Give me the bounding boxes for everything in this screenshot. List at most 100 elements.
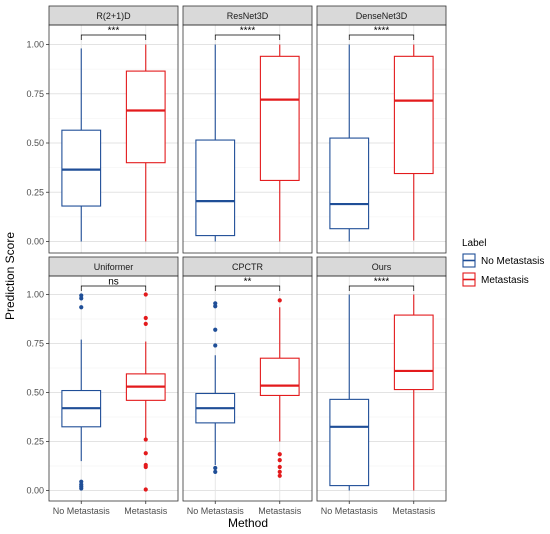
panel-uniformer: Uniformer ns 0.00 0.25 0.50 0.75 1.00 No Metast… xyxy=(26,256,179,516)
box-no-metastasis xyxy=(329,294,370,491)
x-tick-label: No Metastasis xyxy=(53,506,111,516)
outlier-point xyxy=(143,437,148,442)
panel-r-2-1-d: R(2+1)D *** 0.00 0.25 0.50 0.75 1.00 xyxy=(26,5,179,254)
outlier-point xyxy=(277,298,282,303)
outlier-point xyxy=(79,486,84,491)
y-tick-label: 1.00 xyxy=(26,40,44,50)
significance-bracket xyxy=(348,34,415,40)
box-iqr xyxy=(259,357,300,396)
outlier-point xyxy=(79,479,84,484)
y-tick-label: 0.00 xyxy=(26,486,44,496)
significance-bracket xyxy=(214,34,281,40)
significance-label: **** xyxy=(374,26,390,37)
outlier-point xyxy=(277,452,282,457)
outlier-point xyxy=(213,304,218,309)
box-metastasis xyxy=(259,298,300,478)
strip-title: ResNet3D xyxy=(227,11,269,21)
legend-label: No Metastasis xyxy=(481,256,544,267)
y-tick-label: 0.50 xyxy=(26,138,44,148)
box-iqr xyxy=(61,129,102,207)
panel-border xyxy=(48,24,179,254)
outlier-point xyxy=(277,458,282,463)
panel-resnet3d: ResNet3D **** xyxy=(182,5,313,254)
legend-entry: No Metastasis xyxy=(462,253,544,268)
strip-title: Uniformer xyxy=(94,262,134,272)
y-axis-title: Prediction Score xyxy=(3,232,17,320)
outlier-point xyxy=(277,464,282,470)
outlier-point xyxy=(213,465,218,471)
outlier-point xyxy=(213,469,218,474)
x-tick-label: Metastasis xyxy=(392,506,436,516)
legend-title: Label xyxy=(462,238,486,249)
box-metastasis xyxy=(125,44,166,242)
y-tick-label: 0.25 xyxy=(26,437,44,447)
significance-label: *** xyxy=(108,26,120,37)
significance-bracket xyxy=(80,34,147,40)
box-iqr xyxy=(393,314,434,391)
x-axis-title: Method xyxy=(228,516,268,530)
x-tick-label: No Metastasis xyxy=(187,506,245,516)
panel-ours: Ours **** No Metastasis Metastasis xyxy=(316,256,447,516)
significance-label: **** xyxy=(240,26,256,37)
outlier-point xyxy=(79,296,84,301)
y-tick-label: 0.75 xyxy=(26,339,44,349)
panel-densenet3d: DenseNet3D **** xyxy=(316,5,447,254)
significance-bracket xyxy=(348,285,415,291)
y-tick-label: 0.25 xyxy=(26,187,44,197)
box-no-metastasis xyxy=(329,44,370,242)
outlier-point xyxy=(143,292,148,297)
outlier-point xyxy=(213,327,218,332)
outlier-point xyxy=(143,321,148,326)
box-iqr xyxy=(195,139,236,237)
box-iqr xyxy=(329,398,370,487)
significance-bracket xyxy=(80,285,147,291)
significance-bracket xyxy=(214,285,281,291)
y-tick-label: 0.50 xyxy=(26,388,44,398)
y-tick-label: 0.00 xyxy=(26,237,44,247)
outlier-point xyxy=(143,464,148,470)
panel-border xyxy=(316,24,447,254)
outlier-point xyxy=(143,315,148,321)
outlier-point xyxy=(79,305,84,310)
legend-entry: Metastasis xyxy=(462,272,529,287)
strip-title: Ours xyxy=(372,262,392,272)
outlier-point xyxy=(277,469,282,474)
box-metastasis xyxy=(125,292,166,492)
outlier-point xyxy=(277,473,282,478)
x-tick-label: No Metastasis xyxy=(321,506,379,516)
box-iqr xyxy=(329,137,370,230)
outlier-point xyxy=(79,293,84,298)
panel-border xyxy=(182,24,313,254)
y-tick-label: 1.00 xyxy=(26,290,44,300)
box-no-metastasis xyxy=(61,293,102,491)
x-tick-label: Metastasis xyxy=(124,506,168,516)
outlier-point xyxy=(213,343,218,348)
panel-border xyxy=(48,275,179,502)
panel-border xyxy=(316,275,447,502)
box-no-metastasis xyxy=(195,301,236,474)
y-tick-label: 0.75 xyxy=(26,89,44,99)
box-no-metastasis xyxy=(61,48,102,242)
box-metastasis xyxy=(259,44,300,242)
legend: Label No Metastasis Metastasis xyxy=(462,238,544,287)
panel-border xyxy=(182,275,313,502)
box-metastasis xyxy=(393,294,434,491)
facet-panels: R(2+1)D *** 0.00 0.25 0.50 0.75 1.00 ResNet3D **… xyxy=(26,5,447,516)
significance-label: ** xyxy=(244,277,252,288)
outlier-point xyxy=(143,487,148,492)
x-tick-label: Metastasis xyxy=(258,506,302,516)
legend-label: Metastasis xyxy=(481,275,529,286)
significance-label: ns xyxy=(108,277,119,288)
box-iqr xyxy=(393,55,434,175)
significance-label: **** xyxy=(374,277,390,288)
strip-title: CPCTR xyxy=(232,262,263,272)
box-iqr xyxy=(259,55,300,181)
panel-cpctr: CPCTR ** No Metastasis Metastasis xyxy=(182,256,313,516)
box-iqr xyxy=(125,70,166,164)
outlier-point xyxy=(143,451,148,456)
box-no-metastasis xyxy=(195,44,236,242)
outlier-point xyxy=(213,301,218,306)
box-metastasis xyxy=(393,44,434,241)
strip-title: R(2+1)D xyxy=(96,11,131,21)
